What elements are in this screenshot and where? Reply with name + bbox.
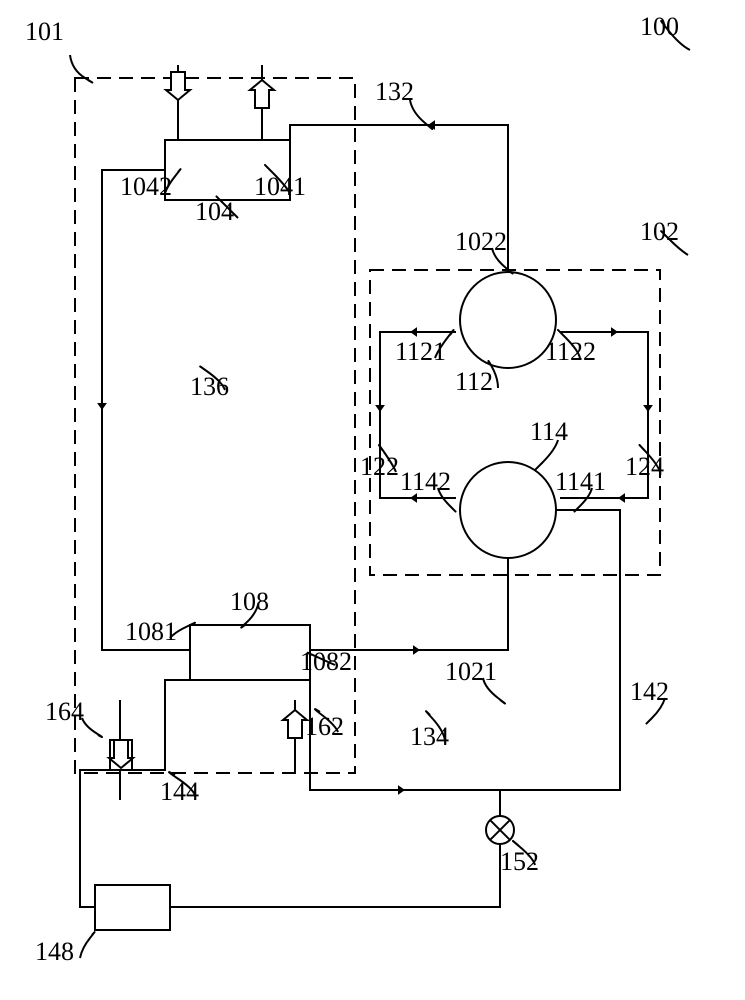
block-108 (190, 625, 310, 680)
vent-arrow-2 (283, 710, 307, 738)
pipe-4 (310, 558, 508, 650)
label-101: 101 (25, 17, 64, 46)
label-102: 102 (640, 217, 679, 246)
label-144: 144 (160, 777, 199, 806)
label-142: 142 (630, 677, 669, 706)
flow-arrow-5 (375, 405, 385, 412)
label-1041: 1041 (254, 172, 306, 201)
leader-25 (82, 718, 102, 737)
label-1122: 1122 (545, 337, 596, 366)
flow-arrow-7 (398, 785, 405, 795)
label-114: 114 (530, 417, 568, 446)
diagram-canvas: 100 101 102 104 108 112 114 122 124 132 134 136 142 1… (0, 0, 745, 1000)
flow-arrow-1 (97, 403, 107, 410)
label-164: 164 (45, 697, 84, 726)
label-152: 152 (500, 847, 539, 876)
label-1142: 1142 (400, 467, 451, 496)
label-1022: 1022 (455, 227, 507, 256)
label-1021: 1021 (445, 657, 497, 686)
label-1082: 1082 (300, 647, 352, 676)
label-1081: 1081 (125, 617, 177, 646)
pipe-11 (160, 680, 190, 770)
vent-arrow-1 (250, 80, 274, 108)
label-132: 132 (375, 77, 414, 106)
label-112: 112 (455, 367, 493, 396)
circle-top (460, 272, 556, 368)
label-1042: 1042 (120, 172, 172, 201)
pipe-7 (310, 680, 500, 816)
label-122: 122 (360, 452, 399, 481)
label-136: 136 (190, 372, 229, 401)
label-1121: 1121 (395, 337, 446, 366)
flow-arrow-2 (413, 645, 420, 655)
label-1141: 1141 (555, 467, 606, 496)
pipe-8 (170, 844, 500, 907)
pipe-3 (102, 170, 190, 650)
vent-arrow-0 (166, 72, 190, 100)
circle-bottom (460, 462, 556, 558)
label-100: 100 (640, 12, 679, 41)
label-124: 124 (625, 452, 664, 481)
leader-22 (80, 932, 95, 958)
control-line-2 (80, 770, 95, 907)
label-134: 134 (410, 722, 449, 751)
label-148: 148 (35, 937, 74, 966)
label-104: 104 (195, 197, 234, 226)
flow-arrow-8 (410, 327, 417, 337)
label-108: 108 (230, 587, 269, 616)
flow-arrow-4 (618, 493, 625, 503)
label-162: 162 (305, 712, 344, 741)
block-small (95, 885, 170, 930)
flow-arrow-6 (643, 405, 653, 412)
pipe-10 (132, 755, 160, 770)
flow-arrow-3 (611, 327, 618, 337)
